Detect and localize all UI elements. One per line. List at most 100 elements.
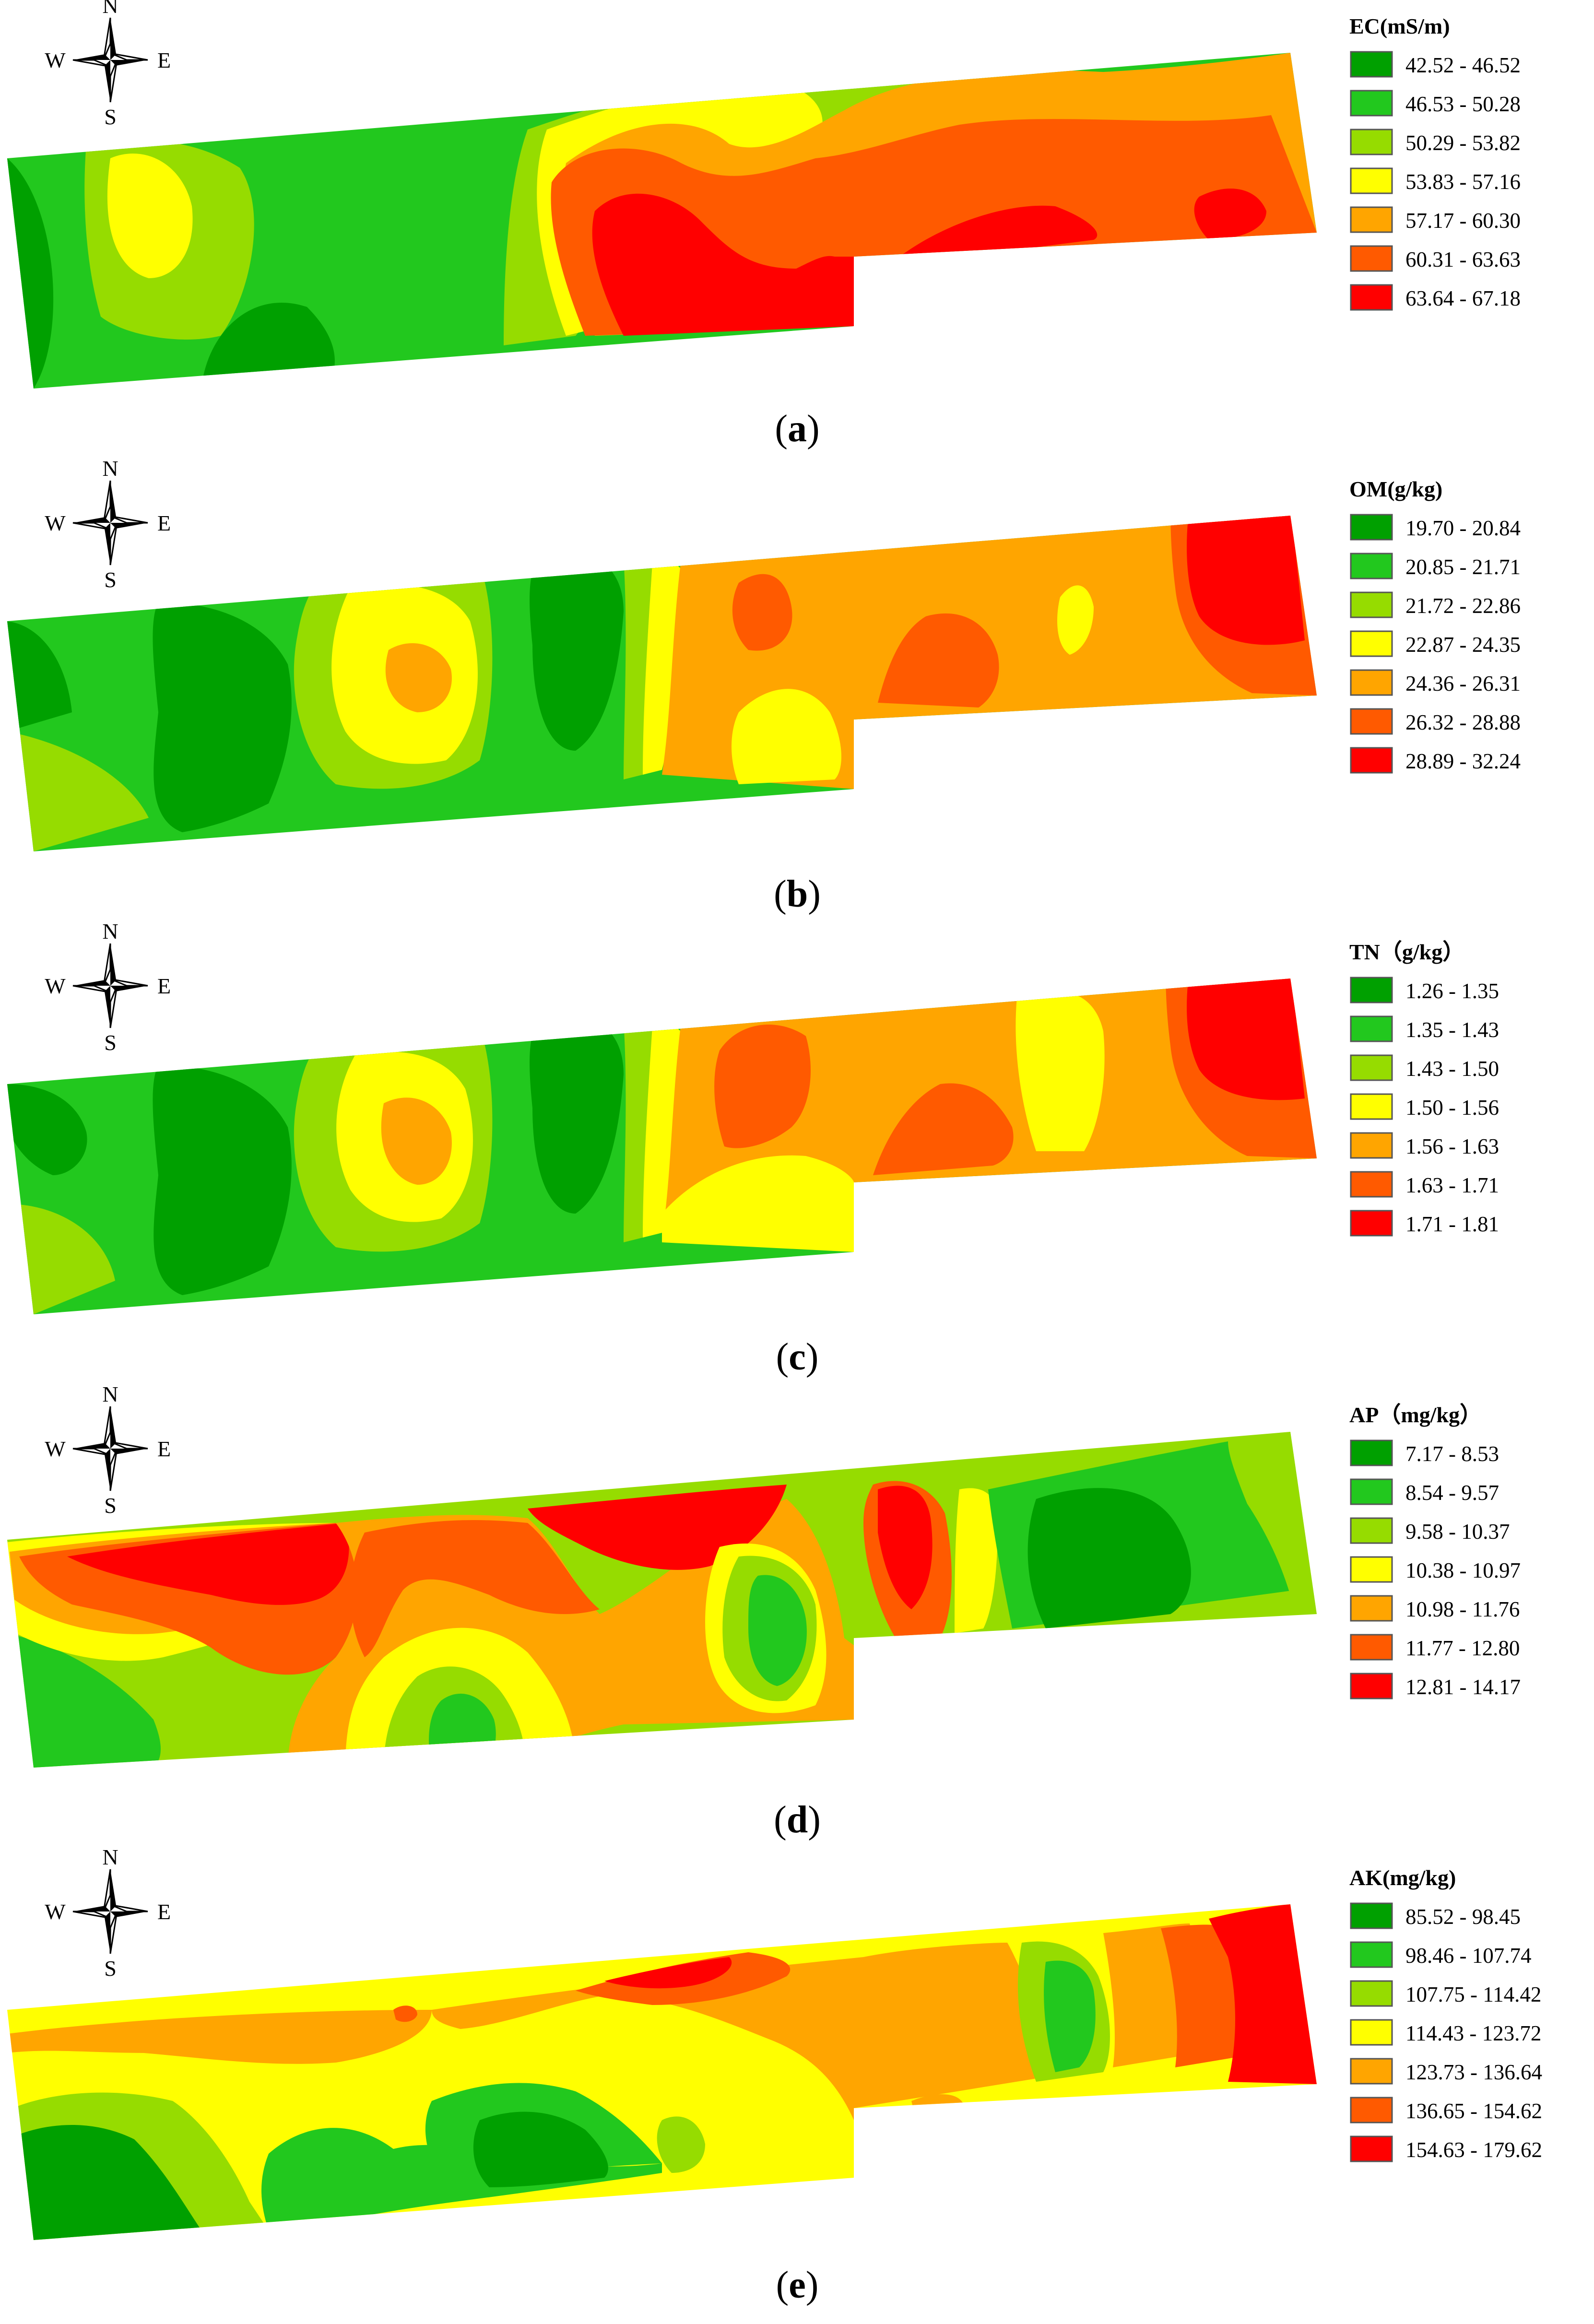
legend-label: 1.56 - 1.63 [1405,1134,1499,1158]
zone-class-6 [732,574,792,651]
zone-class-1 [1027,1488,1191,1628]
zone-class-2 [7,1633,161,1768]
legend-label: 98.46 - 107.74 [1405,1944,1532,1968]
compass-east-label: E [157,974,171,998]
caption-letter: a [788,408,807,450]
legend-swatch [1350,1673,1393,1699]
legend-label: 1.50 - 1.56 [1405,1096,1499,1120]
legend-label: 9.58 - 10.37 [1405,1520,1510,1544]
zone-class-4 [955,1488,998,1633]
legend-label: 1.35 - 1.43 [1405,1018,1499,1042]
compass-north-label: N [102,1382,118,1406]
compass-east-label: E [157,1437,171,1461]
map-panel-e: N S E W AK(mg/kg) 85.52 - 98.45 98.46 - 107.74… [7,1845,1542,2306]
legend-swatch [1350,977,1393,1003]
legend-swatch [1350,553,1393,579]
compass-rose-icon: N S E W [45,1845,171,1981]
legend-swatch [1350,1980,1393,2007]
legend-label: 60.31 - 63.63 [1405,248,1521,271]
zone-class-4 [1057,585,1094,655]
zone-class-2 [748,1575,807,1686]
legend-swatch [1350,514,1393,541]
legend-swatch [1350,284,1393,311]
legend-label: 7.17 - 8.53 [1405,1442,1499,1466]
legend-swatch [1350,1171,1393,1198]
legend-label: 20.85 - 21.71 [1405,555,1521,579]
zone-class-5 [911,2094,964,2120]
zone-class-2 [1044,1960,1096,2072]
legend-swatch [1350,1595,1393,1622]
compass-north-label: N [102,456,118,481]
map-panel-d: N S E W AP（mg/kg） 7.17 - 8.53 8.54 - 9.57 9.58 … [7,1382,1521,1841]
legend-swatch [1350,1015,1393,1042]
zone-class-7 [887,205,1098,266]
zone-class-4 [662,1155,854,1252]
panel-caption: (e) [776,2264,819,2306]
caption-letter: e [789,2264,806,2306]
legend-swatch [1350,90,1393,117]
legend: OM(g/kg) 19.70 - 20.84 20.85 - 21.71 21.72 … [1349,477,1521,774]
zone-class-1 [201,303,335,389]
zone-class-3 [1228,1432,1317,1614]
legend-swatch [1350,1132,1393,1159]
zone-class-1 [473,2112,608,2187]
field-map [7,1904,1317,2240]
zone-class-1 [530,1015,624,1214]
legend-swatch [1350,1634,1393,1661]
map-panel-b: N S E W OM(g/kg) 19.70 - 20.84 20.85 - 21.71 21… [7,456,1521,915]
compass-rose-icon: N S E W [45,456,171,592]
legend-label: 107.75 - 114.42 [1405,1982,1541,2006]
caption-letter: c [789,1336,806,1378]
zone-class-1 [7,2125,201,2240]
legend-label: 28.89 - 32.24 [1405,749,1521,773]
compass-west-label: W [45,1437,66,1461]
map-panel-c: N S E W TN（g/kg） 1.26 - 1.35 1.35 - 1.43 1.43 -… [7,919,1499,1378]
legend-swatch [1350,1439,1393,1466]
legend-label: 8.54 - 9.57 [1405,1481,1499,1505]
legend-label: 42.52 - 46.52 [1405,53,1521,77]
field-map [7,979,1317,1314]
legend-label: 1.43 - 1.50 [1405,1057,1499,1081]
zone-class-3 [657,2116,705,2173]
legend-swatch [1350,1093,1393,1120]
compass-west-label: W [45,974,66,998]
zone-class-7 [1187,979,1305,1100]
legend-title: OM(g/kg) [1349,477,1442,501]
zone-class-1 [530,552,624,751]
compass-rose-icon: N S E W [45,919,171,1055]
legend-label: 1.26 - 1.35 [1405,979,1499,1003]
legend: AP（mg/kg） 7.17 - 8.53 8.54 - 9.57 9.58 - 10… [1349,1403,1521,1699]
compass-south-label: S [104,105,117,129]
legend-label: 24.36 - 26.31 [1405,672,1521,696]
zone-class-6 [1161,1924,1236,2067]
legend-label: 114.43 - 123.72 [1405,2021,1541,2045]
legend-label: 50.29 - 53.82 [1405,131,1521,155]
field-map [7,53,1317,389]
legend-label: 19.70 - 20.84 [1405,516,1521,540]
zone-class-5 [381,1097,452,1185]
legend-label: 136.65 - 154.62 [1405,2099,1542,2123]
panel-caption: (a) [775,408,819,450]
legend-swatch [1350,1941,1393,1968]
legend-label: 57.17 - 60.30 [1405,209,1521,233]
legend-title: AP（mg/kg） [1349,1403,1482,1427]
zone-class-1 [153,602,292,832]
legend-title: TN（g/kg） [1349,940,1464,964]
zone-class-6 [393,2005,417,2022]
compass-south-label: S [104,567,117,592]
compass-north-label: N [102,0,118,18]
legend-swatch [1350,51,1393,78]
legend-label: 63.64 - 67.18 [1405,286,1521,310]
legend-title: AK(mg/kg) [1349,1865,1456,1890]
legend-swatch [1350,708,1393,735]
legend-label: 123.73 - 136.64 [1405,2060,1542,2084]
zone-class-4 [732,689,841,784]
zone-class-5 [432,1943,1046,2120]
legend-swatch [1350,129,1393,155]
zone-class-1 [153,1065,292,1295]
zone-class-4 [643,1025,686,1238]
compass-west-label: W [45,1899,66,1924]
legend-swatch [1350,1902,1393,1929]
zone-class-7 [67,1523,349,1605]
legend: EC(mS/m) 42.52 - 46.52 46.53 - 50.28 50.29 … [1349,14,1521,311]
